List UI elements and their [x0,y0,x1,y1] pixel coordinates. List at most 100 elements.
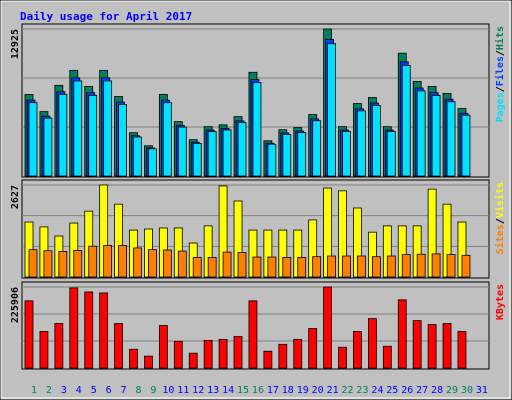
bar [397,299,407,369]
bar [367,318,377,369]
bar [323,286,333,369]
bar [99,292,109,369]
bar [461,254,471,278]
bar [103,245,113,278]
x-tick-label: 21 [327,385,339,396]
legend: Pages/Files/Hits [494,26,506,122]
x-tick-label: 9 [150,385,156,396]
bar [28,249,38,278]
bar [342,255,351,278]
bar [412,320,422,369]
bar [24,300,34,369]
bar [73,80,83,177]
bar [58,94,68,177]
bar [338,346,347,369]
x-tick-label: 2 [46,385,52,396]
x-tick-label: 6 [106,385,112,396]
bar [386,131,396,177]
bar [446,101,456,177]
bar [342,131,351,177]
x-tick-label: 13 [207,385,219,396]
bar [43,250,53,278]
bar [267,143,277,177]
bar [357,110,366,177]
x-tick-label: 24 [371,385,383,396]
x-tick-label: 23 [356,385,368,396]
x-tick-label: 18 [282,385,294,396]
bar [431,94,441,177]
bar [133,136,142,177]
y-tick-label: 12925 [10,29,21,59]
bar [442,323,452,369]
bar [297,132,307,177]
bar [401,254,411,278]
legend-separator: / [495,50,506,56]
legend: Sites/Visits [494,182,506,254]
bar [237,252,247,278]
bar [416,90,426,177]
x-tick-label: 17 [267,385,279,396]
x-tick-label: 8 [135,385,141,396]
legend-entry: Files [494,56,506,86]
y-tick-label: 2627 [10,185,21,209]
bar [103,80,113,177]
bar [357,255,366,278]
bar [39,331,49,369]
bar [28,102,38,177]
bar [312,256,322,278]
x-tick-label: 1 [31,385,37,396]
bar [248,300,258,369]
x-tick-label: 10 [162,385,174,396]
bar [386,255,396,278]
bar [158,325,168,369]
bar [278,343,288,369]
bar [282,256,292,278]
legend-entry: Pages [495,92,506,122]
bar [207,131,217,177]
bar [177,126,187,177]
bar [118,245,127,278]
x-tick-label: 26 [401,385,413,396]
x-tick-label: 29 [446,385,458,396]
chart-title: Daily usage for April 2017 [20,10,192,23]
bar [401,65,411,177]
bar [308,328,318,369]
x-tick-label: 4 [76,385,82,396]
bar [457,331,467,369]
legend-entry: Hits [494,26,506,50]
bar [446,254,456,278]
bar [461,114,471,177]
bar [371,104,381,177]
bar [88,94,98,177]
legend: KBytes [495,284,506,320]
bar [312,120,322,177]
bar [129,348,138,369]
x-tick-label: 14 [222,385,234,396]
y-tick-label: 225906 [10,287,21,323]
bar [233,335,243,369]
x-tick-label: 11 [177,385,189,396]
legend-separator: / [495,218,506,224]
bar [177,250,187,278]
bar [118,104,127,177]
bar [88,245,98,278]
bar [84,291,94,369]
bar [327,43,337,177]
bar [192,142,202,177]
bar [263,350,273,369]
bar [282,133,292,177]
x-tick-label: 7 [121,385,127,396]
bar [58,251,68,278]
bar [192,256,202,278]
bar [148,148,157,177]
bar [73,249,83,278]
bar [371,256,381,278]
bar [297,256,307,278]
bar [237,122,247,177]
bar [382,345,392,369]
bar [327,255,337,278]
legend-entry: Sites [494,224,506,254]
bar [416,253,426,278]
bar [267,256,277,278]
bar [293,338,303,369]
